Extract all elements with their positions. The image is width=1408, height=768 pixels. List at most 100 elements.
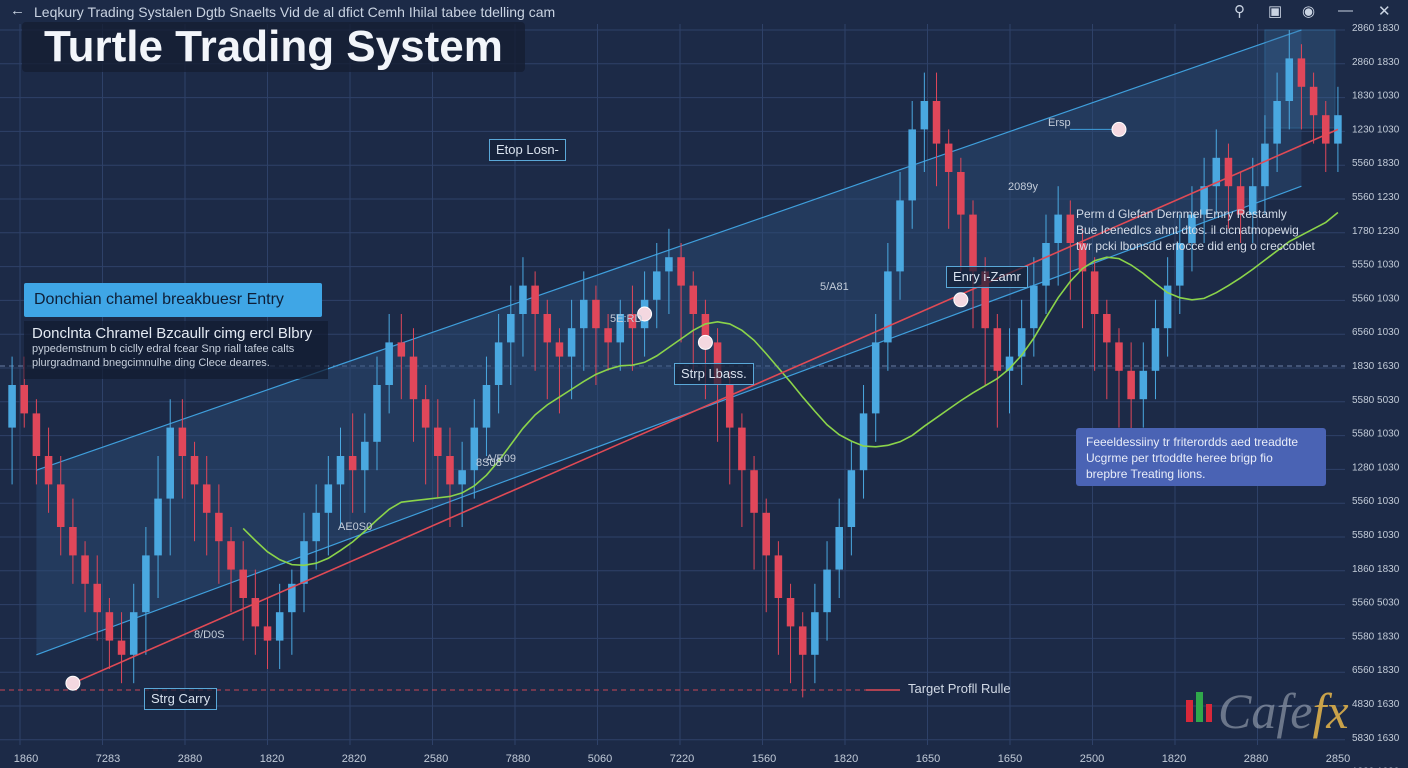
y-tick-label: 2860 1830 [1352,23,1400,34]
candle-body [44,456,53,485]
y-tick-label: 1860 1830 [1352,564,1400,575]
x-tick-label: 1860 [14,753,38,765]
candle-body [835,527,843,570]
y-tick-label: 1830 1030 [1352,91,1400,102]
candle-body [1249,186,1257,215]
entry-zone-label: Enry i-Zamr [946,266,1028,288]
candle-body [652,271,661,300]
window-icon[interactable]: ▣ [1268,3,1283,20]
candle-body [470,427,479,471]
candle-body [166,427,174,499]
y-tick-label: 1830 1630 [1352,361,1400,372]
candle-body [494,342,503,385]
candle-body [1005,356,1014,371]
entry-desc-heading: Donclnta Chramel Bzcaullr cimg ercl Blbr… [32,325,313,342]
minimize-icon[interactable]: — [1338,2,1353,19]
x-tick-label: 7283 [96,753,120,765]
candle-body [543,314,552,343]
candle-body [1224,157,1233,187]
candle-body [1176,243,1184,286]
candle-body [1261,143,1269,187]
candle-body [677,257,685,286]
back-arrow-icon[interactable]: ← [10,2,25,19]
small-price-label: 8S08 [476,457,502,469]
candle-body [300,541,308,584]
candle-body [142,555,150,613]
candle-body [397,342,406,357]
signal-marker [65,675,81,691]
candle-body [567,328,576,357]
candle-body [227,541,235,570]
x-tick-label: 5060 [588,753,612,765]
small-price-label: 5E:RD [610,313,642,325]
candle-body [555,342,564,357]
page-url-text: Leqkury Trading Systalen Dgtb Snaelts Vi… [34,4,556,20]
logo-text: Cafefx [1218,683,1349,739]
y-tick-label: 1830 1030 [1352,767,1400,768]
x-tick-label: 1820 [260,753,284,765]
y-tick-label: 5550 1030 [1352,260,1400,271]
small-price-label: 8/D0S [194,629,225,641]
candle-body [202,484,211,513]
candle-body [628,314,637,329]
signal-marker [953,292,969,308]
right-note-line: twr pcki lbonsdd erlocce did eng o crecc… [1076,239,1315,253]
candle-body [920,101,929,130]
candle-body [1127,370,1135,400]
entry-desc-line: plurgradmand bnegcimnulhe ding Clece dea… [32,357,270,369]
right-note-line: Bue Icenedlcs ahnt dtos. il cicnatmopewi… [1076,223,1299,237]
candle-body [665,257,673,272]
candle-body [421,399,430,428]
candle-body [604,328,612,343]
y-tick-label: 5580 5030 [1352,395,1400,406]
x-tick-label: 2880 [1244,753,1268,765]
top-bar: ← Leqkury Trading Systalen Dgtb Snaelts … [0,0,1408,24]
zoom-icon[interactable]: ⚲ [1234,3,1245,20]
candle-body [1273,101,1281,144]
candle-body [458,470,466,485]
page-title: Turtle Trading System [22,22,525,72]
indicator-lines [72,128,1339,691]
close-icon[interactable]: ✕ [1378,3,1391,20]
signal-marker [1111,121,1127,137]
candle-body [348,456,357,471]
candle-body [750,470,758,513]
candle-body [981,271,989,329]
candle-body [178,427,187,456]
stop-entry-bottom-label: Strg Carry [144,688,218,710]
candle-body [908,129,916,201]
candle-body [385,342,393,385]
globe-icon[interactable]: ◉ [1302,3,1316,20]
y-tick-label: 5560 1030 [1352,496,1400,507]
y-tick-label: 4830 1630 [1352,699,1400,710]
right-note: Perm d Glefan Dernmel Emry Restamly Bue … [1076,206,1326,254]
candle-body [312,512,320,542]
x-tick-label: 1650 [998,753,1022,765]
small-price-label: 5/A81 [820,281,849,293]
signal-marker [697,334,713,350]
y-tick-label: 2860 1830 [1352,57,1400,68]
x-tick-label: 2500 [1080,753,1104,765]
candle-body [1285,58,1294,101]
candle-body [373,385,381,442]
axis-labels: 1860 7283 2880 1820 2820 2580 7880 5060 7220 1560… [14,23,1400,768]
candle-body [361,441,369,471]
candle-body [1297,58,1306,87]
y-tick-label: 1780 1230 [1352,226,1400,237]
y-tick-label: 5580 1030 [1352,530,1400,541]
candle-body [1017,328,1026,357]
candle-body [446,456,454,485]
purple-note: Feeeldessiiny tr friterordds aed treaddt… [1076,428,1326,486]
x-tick-label: 1560 [752,753,776,765]
y-tick-label: 5560 5030 [1352,598,1400,609]
candle-body [1236,186,1245,215]
candle-body [129,612,138,655]
candle-body [519,285,527,314]
candle-body [762,512,770,556]
y-tick-label: 5560 1830 [1352,158,1400,169]
candle-body [336,456,345,485]
candle-body [969,214,977,272]
right-note-line: Perm d Glefan Dernmel Emry Restamly [1076,207,1287,221]
x-tick-label: 2880 [178,753,202,765]
